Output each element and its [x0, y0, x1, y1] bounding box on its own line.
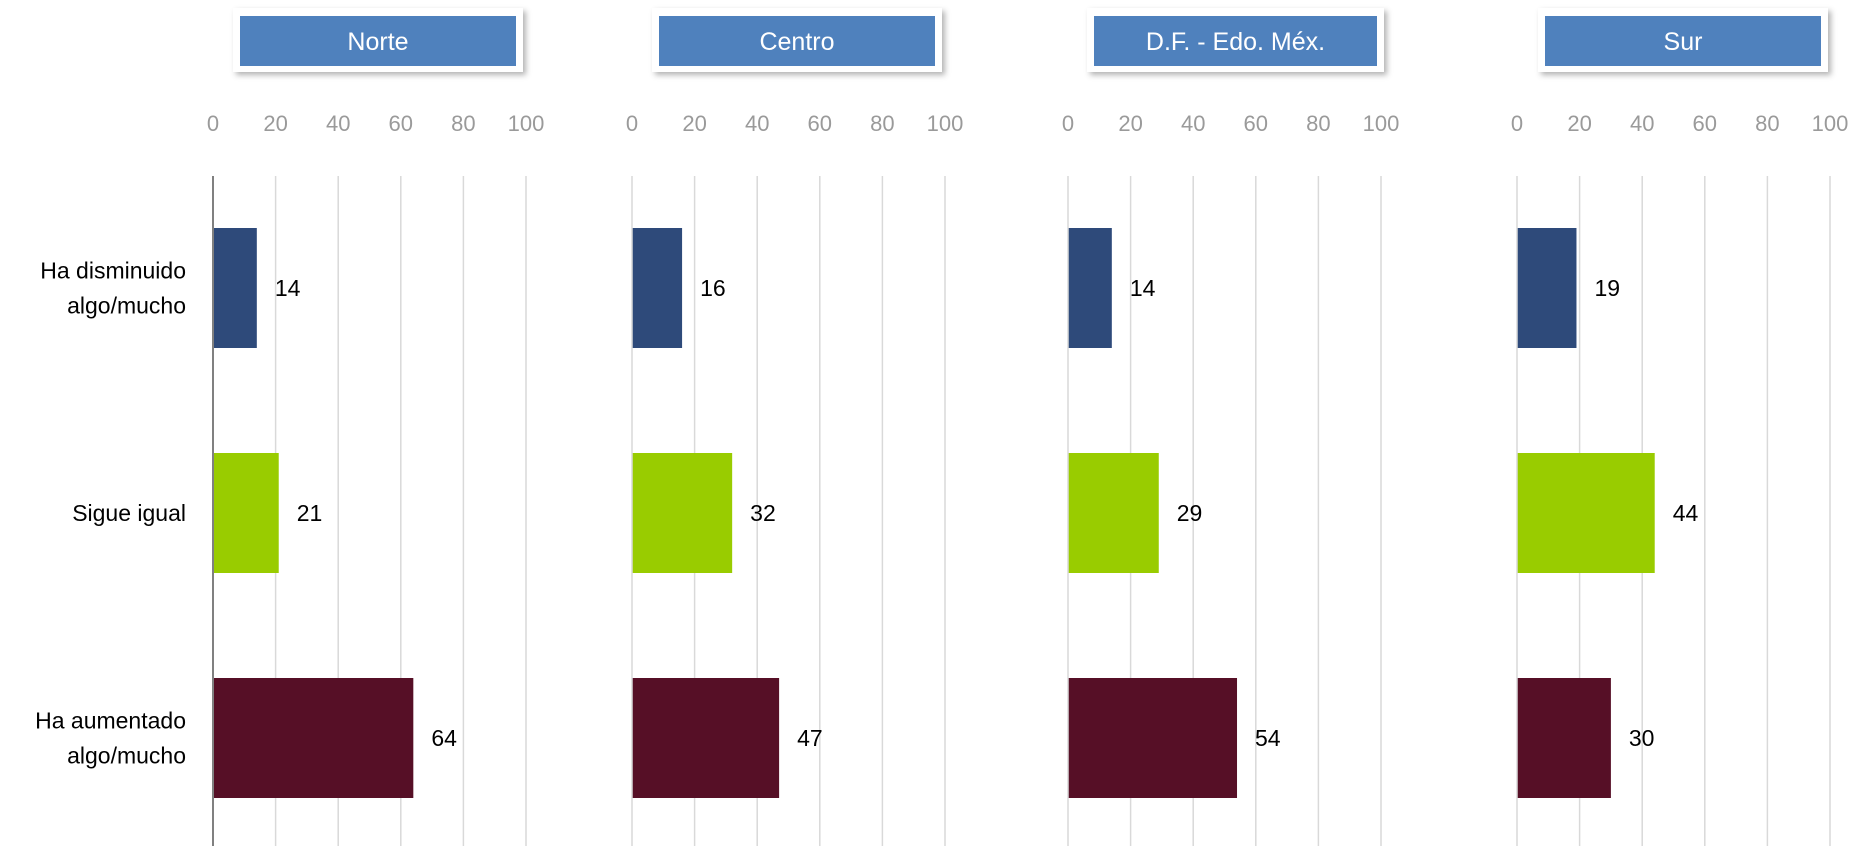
bar: [632, 453, 733, 573]
panel-title: Centro: [759, 28, 834, 56]
panel-header-box: [1094, 16, 1377, 66]
bar: [632, 678, 780, 798]
tick-label: 40: [1630, 111, 1654, 136]
data-label: 64: [431, 725, 457, 751]
bar: [632, 228, 683, 348]
tick-label: 80: [451, 111, 475, 136]
tick-label: 100: [1812, 111, 1849, 136]
data-label: 44: [1673, 500, 1699, 526]
tick-label: 100: [1363, 111, 1400, 136]
tick-label: 100: [508, 111, 545, 136]
tick-label: 60: [1693, 111, 1717, 136]
tick-label: 20: [682, 111, 706, 136]
bar: [1517, 453, 1655, 573]
data-label: 14: [275, 275, 301, 301]
data-label: 30: [1629, 725, 1655, 751]
tick-label: 60: [808, 111, 832, 136]
panel-title: D.F. - Edo. Méx.: [1146, 28, 1325, 56]
tick-label: 0: [207, 111, 219, 136]
tick-label: 0: [1511, 111, 1523, 136]
bar: [1068, 453, 1159, 573]
tick-label: 60: [1244, 111, 1268, 136]
bar: [213, 453, 279, 573]
data-label: 32: [750, 500, 776, 526]
tick-label: 80: [1306, 111, 1330, 136]
panel-header-box: [1545, 16, 1821, 66]
tick-label: 80: [870, 111, 894, 136]
bar: [1068, 228, 1112, 348]
data-label: 47: [797, 725, 823, 751]
data-label: 21: [297, 500, 323, 526]
tick-label: 40: [745, 111, 769, 136]
bar: [213, 228, 257, 348]
panel-header-box: [659, 16, 935, 66]
bar: [1068, 678, 1238, 798]
tick-label: 20: [1567, 111, 1591, 136]
category-label: Sigue igual: [72, 500, 186, 526]
tick-label: 20: [263, 111, 287, 136]
data-label: 54: [1255, 725, 1281, 751]
data-label: 19: [1594, 275, 1620, 301]
tick-label: 0: [1062, 111, 1074, 136]
data-label: 29: [1177, 500, 1203, 526]
tick-label: 60: [389, 111, 413, 136]
panel-title: Norte: [347, 28, 408, 56]
data-label: 14: [1130, 275, 1156, 301]
tick-label: 40: [1181, 111, 1205, 136]
bar: [213, 678, 414, 798]
tick-label: 100: [927, 111, 964, 136]
tick-label: 0: [626, 111, 638, 136]
tick-label: 20: [1118, 111, 1142, 136]
tick-label: 40: [326, 111, 350, 136]
panel-header-box: [240, 16, 516, 66]
bar: [1517, 678, 1611, 798]
tick-label: 80: [1755, 111, 1779, 136]
panel-title: Sur: [1664, 28, 1703, 56]
data-label: 16: [700, 275, 726, 301]
category-label: algo/mucho: [67, 743, 186, 769]
category-label: Ha aumentado: [35, 708, 186, 734]
category-label: algo/mucho: [67, 293, 186, 319]
bar: [1517, 228, 1577, 348]
category-label: Ha disminuido: [40, 258, 186, 284]
